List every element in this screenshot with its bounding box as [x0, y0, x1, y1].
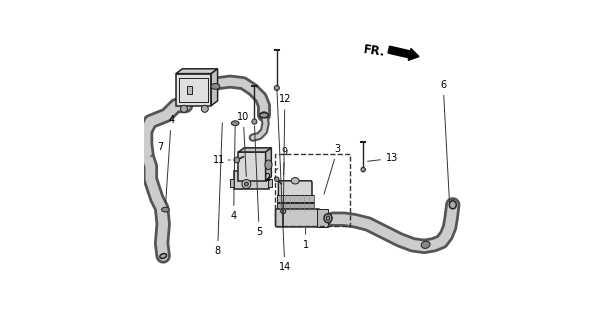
Ellipse shape [232, 121, 239, 126]
Bar [275, 154, 350, 226]
Circle shape [275, 177, 279, 181]
Text: 1: 1 [303, 228, 309, 250]
Text: 4: 4 [165, 115, 174, 204]
FancyBboxPatch shape [275, 209, 320, 227]
Text: 7: 7 [150, 142, 163, 157]
Ellipse shape [324, 214, 332, 223]
Text: 12: 12 [278, 94, 291, 223]
Ellipse shape [181, 105, 187, 112]
Text: 8: 8 [215, 123, 223, 256]
Polygon shape [266, 148, 271, 181]
FancyArrow shape [388, 46, 419, 60]
Circle shape [234, 157, 240, 163]
Ellipse shape [211, 84, 220, 89]
Text: 4: 4 [230, 126, 237, 221]
Circle shape [274, 85, 279, 91]
Bar [268, 179, 272, 187]
FancyBboxPatch shape [238, 152, 266, 181]
Bar [233, 171, 269, 189]
Text: 3: 3 [324, 144, 340, 194]
Polygon shape [238, 148, 271, 152]
Text: 6: 6 [440, 80, 449, 202]
Text: 13: 13 [368, 153, 398, 164]
Ellipse shape [162, 207, 169, 212]
Circle shape [242, 180, 251, 188]
Bar [277, 195, 314, 202]
Ellipse shape [201, 105, 209, 112]
Text: 14: 14 [277, 89, 291, 272]
Circle shape [244, 182, 248, 186]
Text: 2: 2 [264, 168, 278, 183]
Ellipse shape [291, 178, 299, 184]
Text: 10: 10 [237, 112, 249, 176]
Ellipse shape [449, 201, 457, 209]
Ellipse shape [421, 241, 430, 248]
Bar [277, 203, 314, 210]
Polygon shape [176, 69, 218, 74]
FancyBboxPatch shape [278, 181, 312, 208]
Circle shape [252, 119, 257, 124]
Circle shape [281, 209, 286, 214]
Text: 11: 11 [213, 155, 230, 165]
Ellipse shape [260, 113, 269, 118]
Text: 9: 9 [282, 147, 288, 175]
Text: 5: 5 [255, 126, 262, 237]
Ellipse shape [265, 160, 272, 170]
Bar [230, 179, 234, 187]
Polygon shape [211, 69, 218, 106]
Ellipse shape [326, 216, 330, 220]
Bar [317, 209, 328, 227]
Circle shape [361, 167, 365, 172]
Text: FR.: FR. [362, 43, 385, 59]
Bar [187, 86, 192, 94]
Ellipse shape [160, 253, 167, 259]
Polygon shape [176, 74, 211, 106]
